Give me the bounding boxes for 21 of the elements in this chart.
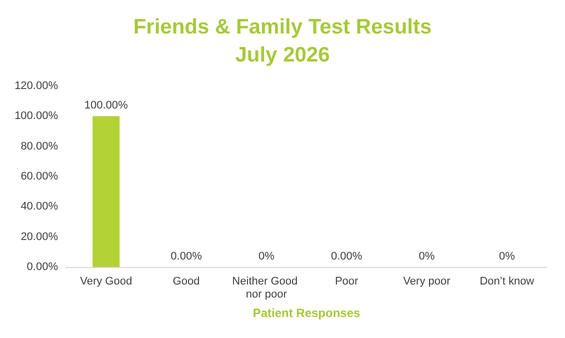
data-label: 0% [258,250,275,262]
x-tick-label: Very poor [403,276,451,288]
data-label: 0.00% [330,250,362,262]
y-tick-label: 100.00% [14,110,58,122]
x-tick-label: Very Good [80,276,132,288]
x-axis-title: Patient Responses [252,306,361,320]
y-tick-label: 80.00% [20,140,58,152]
y-tick-label: 20.00% [20,230,58,243]
y-tick-label: 60.00% [20,170,58,182]
y-tick-label: 40.00% [20,200,58,213]
x-tick-label: Neither Good nor poor [232,276,301,300]
y-tick-label: 120.00% [14,80,58,92]
data-label: 0.00% [170,250,202,262]
data-label: 0% [418,250,435,262]
x-tick-label: Don’t know [480,276,534,288]
data-label: 0% [498,250,516,262]
chart-title: Friends & Family Test Results July 2026 [133,16,432,66]
x-tick-label: Poor [334,276,359,288]
x-tick-label: Good [172,276,200,288]
data-label: 100.00% [84,100,128,112]
y-tick-label: 0.00% [26,261,58,273]
